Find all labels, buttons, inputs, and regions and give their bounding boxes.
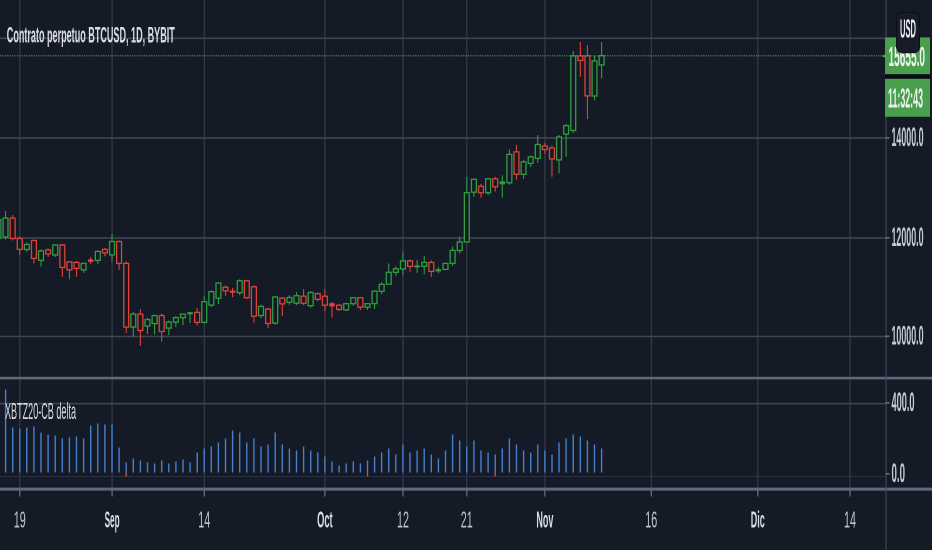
svg-text:Contrato perpetuo BTCUSD, 1D,: Contrato perpetuo BTCUSD, 1D, BYBIT	[7, 22, 175, 47]
svg-text:0.0: 0.0	[892, 458, 906, 488]
svg-text:16: 16	[645, 507, 657, 533]
svg-text:10000.0: 10000.0	[892, 320, 924, 350]
svg-text:12: 12	[397, 507, 409, 533]
svg-text:19: 19	[14, 507, 26, 533]
svg-text:USD: USD	[900, 14, 916, 44]
svg-text:14: 14	[844, 507, 856, 533]
svg-text:Oct: Oct	[317, 507, 333, 533]
svg-text:21: 21	[461, 507, 473, 533]
svg-text:14: 14	[198, 507, 210, 533]
svg-text:400.0: 400.0	[892, 387, 915, 417]
svg-text:11:32:43: 11:32:43	[888, 83, 923, 114]
svg-text:12000.0: 12000.0	[892, 222, 924, 252]
svg-text:Dic: Dic	[751, 507, 765, 533]
svg-text:XBTZ20-CB delta: XBTZ20-CB delta	[5, 398, 76, 424]
svg-text:14000.0: 14000.0	[892, 122, 924, 152]
svg-text:Sep: Sep	[105, 507, 120, 533]
svg-text:Nov: Nov	[536, 507, 553, 533]
